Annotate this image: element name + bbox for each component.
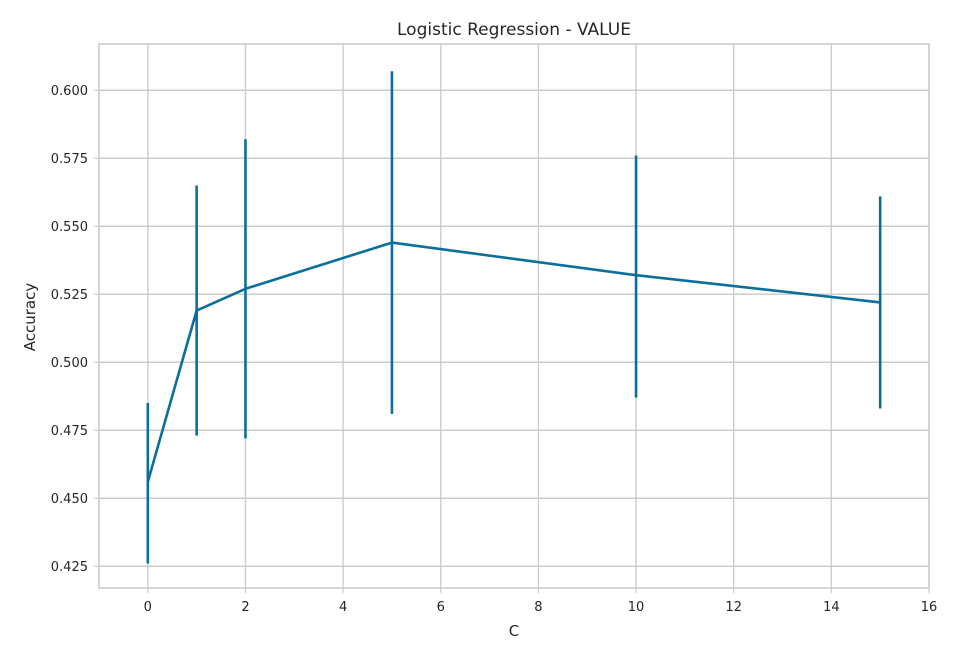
y-tick-label: 0.600 bbox=[51, 84, 88, 99]
data-point bbox=[878, 301, 882, 304]
data-point bbox=[195, 309, 198, 312]
data-point bbox=[146, 480, 150, 484]
x-tick-label: 10 bbox=[628, 600, 645, 615]
y-tick-label: 0.475 bbox=[51, 424, 88, 439]
plot-frame bbox=[98, 43, 930, 589]
chart-title: Logistic Regression - VALUE bbox=[397, 20, 631, 40]
y-tick-label: 0.525 bbox=[51, 288, 88, 303]
y-tick-label: 0.450 bbox=[51, 492, 88, 507]
grid-lines bbox=[99, 44, 930, 588]
series-line bbox=[146, 241, 882, 484]
y-tick-label: 0.575 bbox=[51, 152, 88, 167]
x-tick-label: 16 bbox=[921, 600, 938, 615]
data-point bbox=[390, 241, 394, 244]
x-tick-label: 4 bbox=[339, 600, 347, 615]
y-tick-label: 0.500 bbox=[51, 356, 88, 371]
y-tick-label: 0.425 bbox=[51, 560, 88, 575]
x-tick-label: 14 bbox=[823, 600, 840, 615]
series-layer bbox=[146, 71, 882, 564]
y-axis-label: Accuracy bbox=[21, 283, 39, 352]
x-tick-label: 0 bbox=[144, 600, 152, 615]
x-tick-label: 2 bbox=[241, 600, 249, 615]
x-axis-label: C bbox=[509, 622, 519, 640]
x-tick-label: 12 bbox=[725, 600, 742, 615]
y-tick-label: 0.550 bbox=[51, 220, 88, 235]
tick-labels: 0 2 4 6 8 10 12 14 16 0.425 0.450 0.475 0.500 0.525 0.… bbox=[51, 84, 937, 615]
data-point bbox=[634, 274, 638, 277]
x-tick-label: 8 bbox=[534, 600, 542, 615]
x-tick-label: 6 bbox=[437, 600, 445, 615]
data-point bbox=[244, 287, 247, 290]
